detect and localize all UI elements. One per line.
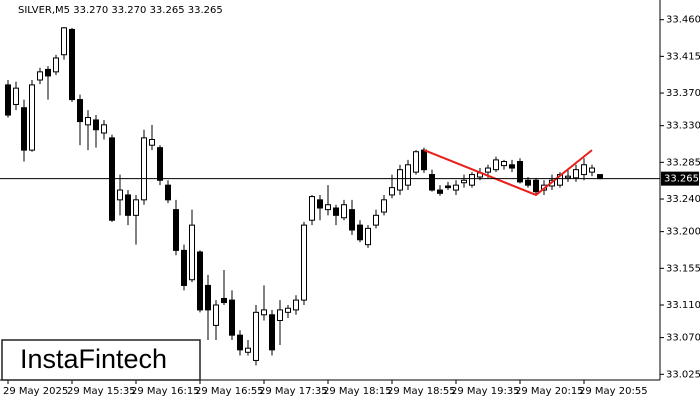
x-tick-label: 29 May 16:15 [131, 386, 200, 397]
candle-body [133, 199, 139, 216]
candle-body [445, 185, 451, 189]
candle-body [197, 251, 203, 311]
candle-body [221, 297, 227, 304]
candle-body [157, 147, 163, 181]
y-tick-label: 33.370 [666, 88, 700, 99]
x-tick-label: 29 May 18:15 [323, 386, 392, 397]
candle-body [77, 99, 83, 123]
candle-body [5, 84, 11, 116]
candle-body [509, 164, 515, 169]
candle-body [581, 164, 587, 176]
x-tick-label: 29 May 19:35 [451, 386, 520, 397]
x-tick-label: 29 May 15:35 [67, 386, 136, 397]
candle-body [69, 28, 75, 101]
candle-body [269, 314, 275, 351]
candle-body [413, 151, 419, 173]
candle-body [597, 174, 603, 180]
candle-body [301, 224, 307, 301]
candle-body [245, 347, 251, 353]
candle-body [45, 68, 51, 77]
candle-body [173, 209, 179, 251]
candle-body [93, 119, 99, 131]
x-tick-label: 29 May 18:55 [387, 386, 456, 397]
candle-body [325, 204, 331, 211]
candle-body [53, 57, 59, 73]
watermark: InstaFintech [20, 344, 167, 374]
candle-body [181, 249, 187, 286]
candle-body [37, 71, 43, 81]
candle-body [589, 167, 595, 173]
y-tick-label: 33.200 [666, 227, 700, 238]
candle-body [253, 311, 259, 361]
y-tick-label: 33.155 [666, 263, 700, 274]
candle-body [381, 199, 387, 213]
candle-body [333, 207, 339, 216]
candle-body [101, 124, 107, 134]
y-tick-label: 33.110 [666, 300, 700, 311]
y-tick-label: 33.285 [666, 157, 700, 168]
candle-body [493, 159, 499, 171]
candle-body [85, 117, 91, 126]
candle-body [525, 179, 531, 186]
candle-body [365, 227, 371, 246]
candle-body [469, 174, 475, 186]
y-tick-label: 33.415 [666, 51, 700, 62]
candle-body [261, 309, 267, 316]
candle-body [29, 84, 35, 151]
x-tick-label: 29 May 17:35 [259, 386, 328, 397]
candle-body [565, 175, 571, 179]
candle-body [573, 169, 579, 179]
candle-body [405, 164, 411, 186]
candle-body [373, 214, 379, 226]
candle-body [205, 284, 211, 311]
chart-header: SILVER,M5 33.270 33.270 33.265 33.265 [18, 5, 223, 16]
candle-body [237, 334, 243, 351]
x-tick-label: 29 May 2025 [3, 386, 68, 397]
candle-body [117, 189, 123, 201]
candle-body [189, 224, 195, 281]
candle-body [141, 137, 147, 201]
y-tick-label: 33.330 [666, 121, 700, 132]
candle-body [453, 184, 459, 191]
candle-body [293, 299, 299, 311]
candle-body [437, 189, 443, 194]
candle-body [149, 139, 155, 146]
candle-body [501, 161, 507, 167]
candle-body [397, 169, 403, 191]
x-tick-label: 29 May 20:55 [579, 386, 648, 397]
candle-body [277, 309, 283, 321]
candle-body [285, 307, 291, 313]
candle-body [165, 184, 171, 201]
candle-body [13, 87, 19, 105]
candle-body [533, 179, 539, 193]
candle-body [229, 299, 235, 336]
x-tick-label: 29 May 20:15 [515, 386, 584, 397]
candle-body [61, 27, 67, 56]
pattern-line [423, 149, 593, 197]
watermark-box [1, 339, 201, 381]
candle-body [341, 204, 347, 219]
y-tick-label: 33.240 [666, 194, 700, 205]
candle-body [213, 304, 219, 326]
candle-body [461, 179, 467, 184]
candle-body [317, 199, 323, 209]
price-label: 33.265 [664, 174, 699, 185]
candle-body [21, 107, 27, 151]
candle-body [429, 174, 435, 191]
candle-body [357, 224, 363, 241]
y-tick-label: 33.070 [666, 333, 700, 344]
y-tick-label: 33.460 [666, 15, 700, 26]
candle-body [349, 209, 355, 231]
candle-body [421, 149, 427, 171]
candle-body [125, 194, 131, 216]
candle-body [485, 167, 491, 173]
x-tick-label: 29 May 16:55 [195, 386, 264, 397]
candle-body [389, 187, 395, 196]
price-label-box [661, 171, 699, 186]
candle-body [517, 161, 523, 183]
candle-body [309, 196, 315, 221]
y-tick-label: 33.025 [666, 369, 700, 380]
